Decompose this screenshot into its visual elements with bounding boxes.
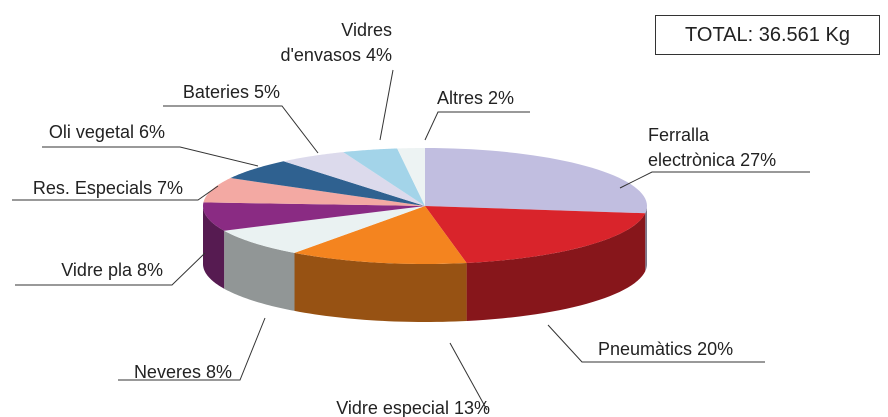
- category-label: Res. Especials: [32, 178, 152, 198]
- value-label: 2%: [488, 88, 515, 108]
- value-label: 20%: [697, 339, 734, 359]
- value-label: 4%: [365, 45, 392, 65]
- slice-side: [224, 230, 295, 311]
- category-label: Altres: [437, 88, 484, 108]
- sides: [203, 206, 647, 322]
- category-label: Vidre pla: [61, 260, 132, 280]
- category-label: Vidres d'envasos: [280, 20, 392, 65]
- value-label: 8%: [205, 362, 232, 382]
- slice: [294, 206, 467, 264]
- value-label: 13%: [453, 398, 490, 417]
- leader-line: [163, 105, 319, 154]
- total-annotation: TOTAL: 36.561 Kg: [655, 15, 880, 55]
- slice-label: Oli vegetal 6%: [49, 120, 165, 145]
- slice-label: Vidre especial 13%: [336, 396, 490, 417]
- leader-line: [379, 69, 394, 141]
- category-label: Pneumàtics: [598, 339, 693, 359]
- leader-line: [449, 342, 488, 411]
- value-label: 27%: [740, 150, 777, 170]
- category-label: Neveres: [133, 362, 201, 382]
- leader-line: [12, 185, 219, 201]
- slice-label: Ferralla electrònica 27%: [648, 123, 788, 173]
- value-label: 8%: [136, 260, 163, 280]
- value-label: 6%: [138, 122, 165, 142]
- category-label: Oli vegetal: [48, 122, 134, 142]
- slice-label: Vidre pla 8%: [61, 258, 163, 283]
- leader-line: [547, 324, 765, 363]
- slice-label: Neveres 8%: [134, 360, 232, 385]
- tops: [203, 148, 647, 264]
- slice-side: [645, 206, 647, 272]
- leader-line: [42, 146, 259, 167]
- slice-label: Vidres d'envasos 4%: [274, 18, 392, 68]
- slice-side: [294, 252, 467, 322]
- category-label: Ferralla electrònica: [648, 125, 736, 170]
- slice: [224, 206, 425, 253]
- slice: [283, 152, 425, 206]
- slice: [397, 148, 425, 206]
- leader-line: [424, 111, 530, 141]
- value-label: 5%: [253, 82, 280, 102]
- leader-line: [15, 252, 206, 286]
- slice: [203, 178, 425, 206]
- slice: [203, 202, 425, 231]
- slice-side: [466, 213, 646, 321]
- leader-line: [118, 317, 266, 381]
- slice: [343, 148, 425, 206]
- slice-side: [203, 206, 225, 289]
- slice-label: Pneumàtics 20%: [598, 337, 733, 362]
- slice-label: Bateries 5%: [183, 80, 280, 105]
- slice-label: Res. Especials 7%: [33, 176, 183, 201]
- slice: [425, 206, 646, 263]
- slice: [425, 148, 647, 214]
- category-label: Bateries: [182, 82, 249, 102]
- slice: [230, 161, 425, 206]
- value-label: 7%: [156, 178, 183, 198]
- category-label: Vidre especial: [336, 398, 449, 417]
- leader-line: [619, 171, 810, 189]
- slice-label: Altres 2%: [437, 86, 514, 111]
